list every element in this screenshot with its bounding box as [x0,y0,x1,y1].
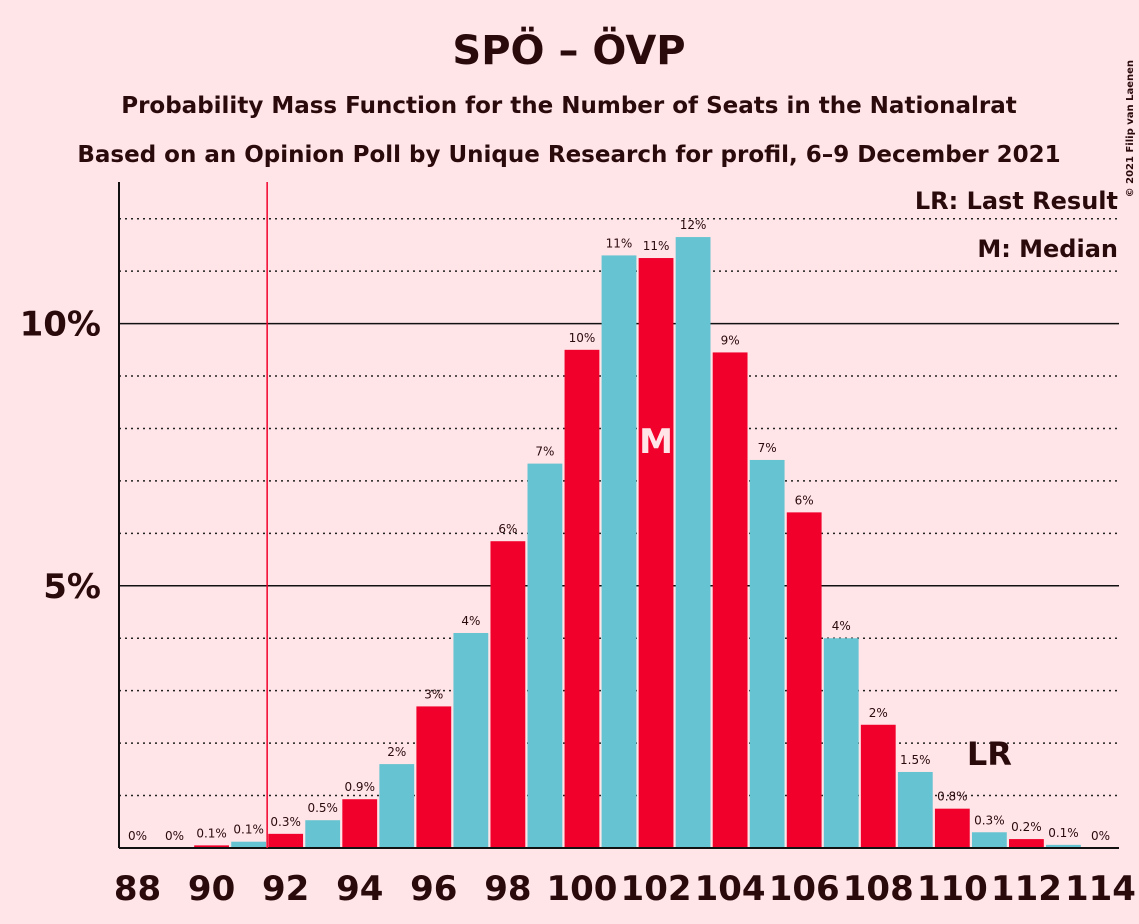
value-label: 0.5% [307,801,338,815]
x-tick-label: 102 [621,869,692,909]
value-label: 0.2% [1011,820,1042,834]
value-label: 0% [165,829,184,843]
x-tick-label: 98 [484,869,531,909]
x-tick-label: 92 [262,869,309,909]
bar [305,820,341,848]
bar [601,255,637,848]
x-tick-label: 106 [769,869,840,909]
chart-title: SPÖ – ÖVP [452,26,685,74]
value-label: 2% [387,745,406,759]
legend-entry: M: Median [977,235,1118,263]
x-tick-label: 94 [336,869,383,909]
value-label: 11% [606,236,633,250]
value-label: 12% [680,218,707,232]
y-tick-label: 5% [43,567,101,607]
bar [860,724,896,848]
bar [194,845,229,848]
bar [897,771,933,848]
value-label: 6% [795,493,814,507]
x-tick-label: 108 [843,869,914,909]
value-label: 6% [498,522,517,536]
x-tick-label: 88 [114,869,161,909]
bar [268,833,304,848]
bar [342,799,378,848]
value-label: 0.3% [270,815,301,829]
median-label: M [639,422,673,462]
value-label: 7% [535,445,554,459]
value-label: 0.1% [233,823,264,837]
value-label: 11% [643,239,670,253]
bar [416,706,452,848]
y-tick-label: 10% [20,305,101,345]
value-label: 4% [832,619,851,633]
value-label: 0% [128,829,147,843]
bar [675,237,711,848]
legend-entry: LR: Last Result [915,187,1118,215]
bar [1009,839,1044,848]
value-label: 3% [424,687,443,701]
value-label: 10% [569,331,596,345]
x-tick-label: 96 [410,869,457,909]
bar [453,632,489,848]
bar [490,541,526,848]
value-label: 2% [869,706,888,720]
value-label: 0.9% [344,780,375,794]
bar [564,349,600,848]
bar [1046,844,1081,848]
x-tick-label: 100 [546,869,617,909]
bar [527,463,563,848]
bar [379,764,415,848]
bar [231,841,267,848]
bar [971,832,1007,848]
value-label: 0% [1091,829,1110,843]
bar [712,352,748,848]
chart-subtitle: Probability Mass Function for the Number… [121,93,1017,119]
value-label: 0.8% [937,790,968,804]
x-tick-label: 112 [991,869,1062,909]
bar [823,638,859,848]
bar [638,258,674,848]
bar [749,459,785,848]
x-tick-label: 114 [1065,869,1136,909]
x-tick-label: 110 [917,869,988,909]
value-label: 0.1% [1048,826,1079,840]
bar [934,808,970,848]
value-label: 9% [721,333,740,347]
x-tick-label: 90 [188,869,235,909]
last-result-label: LR [967,735,1012,773]
value-label: 1.5% [900,753,931,767]
value-label: 7% [758,441,777,455]
value-label: 0.3% [974,813,1005,827]
copyright: © 2021 Filip van Laenen [1125,60,1136,197]
bar [786,512,822,848]
chart-subtitle: Based on an Opinion Poll by Unique Resea… [77,142,1060,168]
value-label: 4% [461,614,480,628]
x-tick-label: 104 [695,869,766,909]
value-label: 0.1% [196,826,227,840]
